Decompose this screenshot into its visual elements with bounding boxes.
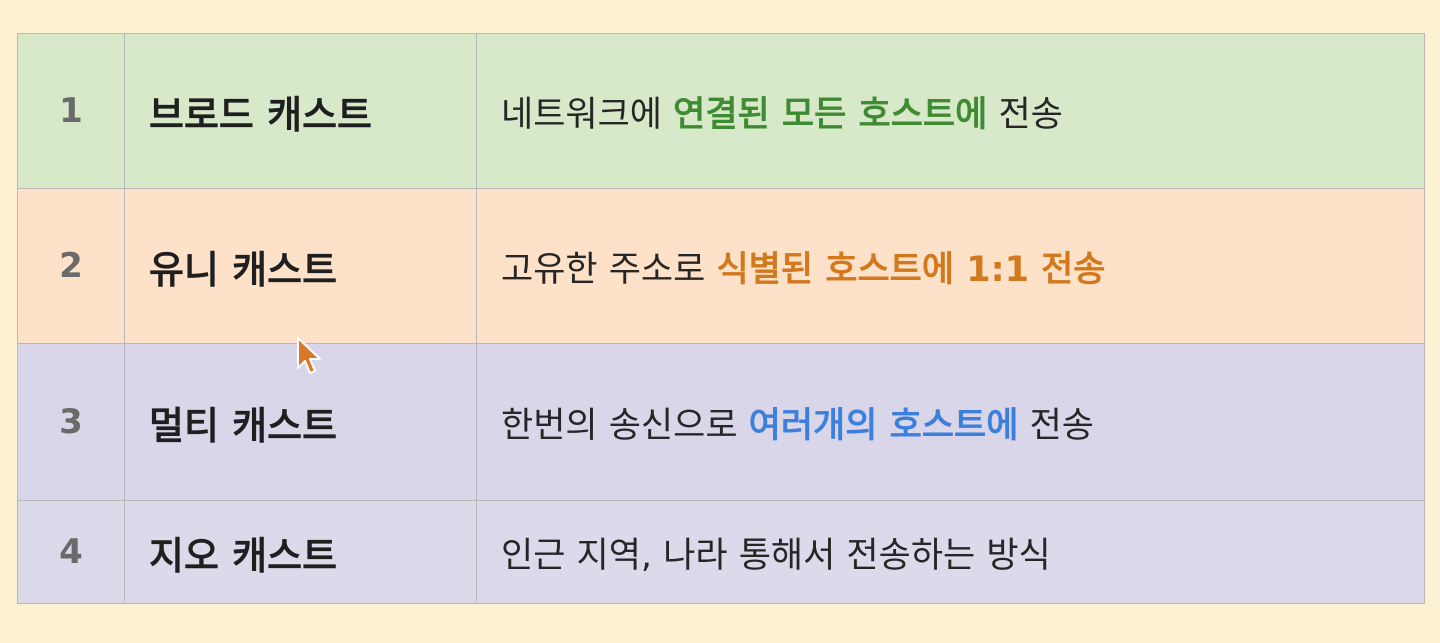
description-text: 인근 지역, 나라 통해서 전송하는 방식 (501, 535, 1051, 576)
description-highlight: 식별된 호스트에 1:1 전송 (716, 249, 1106, 290)
row-number: 1 (17, 33, 125, 189)
description-text: 전송 (1018, 405, 1094, 446)
row-number: 4 (17, 500, 125, 604)
cast-type-name: 지오 캐스트 (124, 500, 477, 604)
cast-type-name: 유니 캐스트 (124, 188, 477, 344)
cast-type-description: 고유한 주소로 식별된 호스트에 1:1 전송 (476, 188, 1425, 344)
table-row: 1 브로드 캐스트 네트워크에 연결된 모든 호스트에 전송 (17, 33, 1425, 189)
table-row: 3 멀티 캐스트 한번의 송신으로 여러개의 호스트에 전송 (17, 343, 1425, 501)
cast-type-description: 한번의 송신으로 여러개의 호스트에 전송 (476, 343, 1425, 501)
description-text: 한번의 송신으로 (501, 405, 749, 446)
description-text: 전송 (987, 94, 1063, 135)
cast-type-name: 브로드 캐스트 (124, 33, 477, 189)
table-row: 2 유니 캐스트 고유한 주소로 식별된 호스트에 1:1 전송 (17, 188, 1425, 344)
description-highlight: 연결된 모든 호스트에 (673, 94, 988, 135)
table-row: 4 지오 캐스트 인근 지역, 나라 통해서 전송하는 방식 (17, 500, 1425, 604)
row-number: 3 (17, 343, 125, 501)
description-highlight: 여러개의 호스트에 (748, 405, 1019, 446)
mouse-pointer-icon (297, 337, 321, 374)
cast-type-description: 인근 지역, 나라 통해서 전송하는 방식 (476, 500, 1425, 604)
cast-type-name: 멀티 캐스트 (124, 343, 477, 501)
row-number: 2 (17, 188, 125, 344)
description-text: 고유한 주소로 (501, 249, 717, 290)
casting-types-table: 1 브로드 캐스트 네트워크에 연결된 모든 호스트에 전송 2 유니 캐스트 … (17, 33, 1425, 604)
description-text: 네트워크에 (501, 94, 674, 135)
cast-type-description: 네트워크에 연결된 모든 호스트에 전송 (476, 33, 1425, 189)
